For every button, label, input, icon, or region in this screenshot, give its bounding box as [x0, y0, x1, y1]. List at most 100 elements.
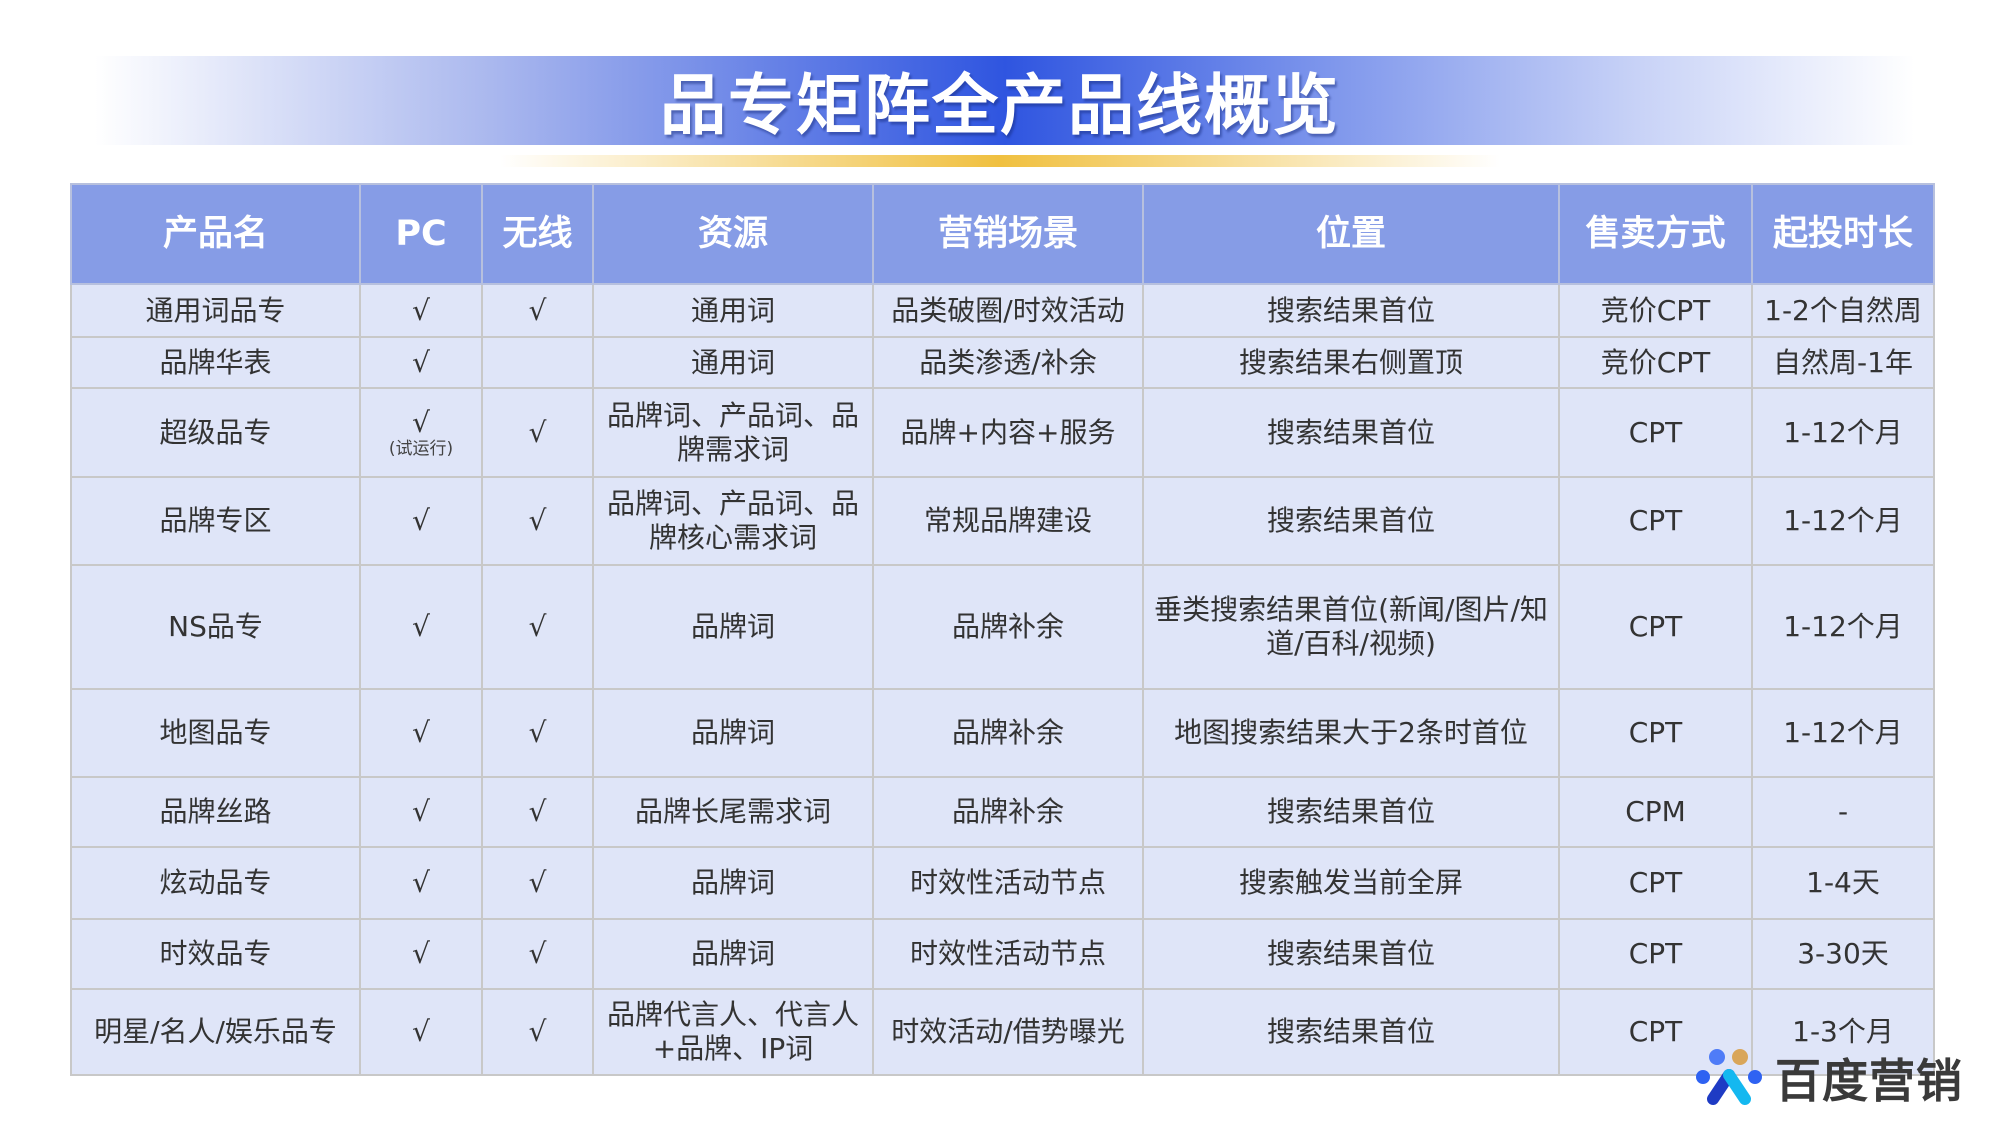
mobile-cell: √: [481, 918, 594, 990]
scene-cell: 时效性活动节点: [872, 846, 1144, 920]
resource-text: 品牌词: [690, 716, 775, 750]
position-cell: 搜索结果首位: [1142, 776, 1560, 848]
mobile-text: √: [528, 415, 547, 449]
product-name-cell: 品牌丝路: [70, 776, 361, 848]
duration-text: 1-12个月: [1783, 504, 1903, 538]
resource-text: 通用词: [690, 345, 775, 379]
column-header: 售卖方式: [1558, 183, 1753, 285]
column-header: 起投时长: [1751, 183, 1935, 285]
mobile-cell: √: [481, 688, 594, 778]
pc-note: (试运行): [388, 439, 454, 460]
position-cell: 搜索触发当前全屏: [1142, 846, 1560, 920]
product-name-cell: 超级品专: [70, 387, 361, 478]
resource-cell: 品牌词: [592, 564, 874, 690]
position-cell: 搜索结果首位: [1142, 476, 1560, 566]
duration-cell: 1-12个月: [1751, 387, 1935, 478]
scene-cell: 常规品牌建设: [872, 476, 1144, 566]
table-row: 时效品专 √ √ 品牌词 时效性活动节点 搜索结果首位 CPT 3-30天: [70, 918, 1935, 990]
product-name-text: 品牌华表: [159, 345, 272, 379]
pc-cell: √: [359, 688, 483, 778]
mobile-text: √: [528, 610, 547, 644]
logo-text: 百度营销: [1775, 1054, 1963, 1108]
mobile-cell: √: [481, 988, 594, 1076]
resource-text: 品牌长尾需求词: [634, 795, 831, 829]
table-row: NS品专 √ √ 品牌词 品牌补余 垂类搜索结果首位(新闻/图片/知道/百科/视频) CPT…: [70, 564, 1935, 690]
product-name-text: NS品专: [168, 610, 263, 644]
product-name-text: 通用词品专: [145, 293, 286, 327]
position-cell: 搜索结果首位: [1142, 283, 1560, 338]
product-name-text: 品牌专区: [159, 504, 272, 538]
scene-text: 品类渗透/补余: [919, 345, 1097, 379]
mobile-text: √: [528, 716, 547, 750]
mobile-cell: √: [481, 846, 594, 920]
resource-cell: 品牌词: [592, 918, 874, 990]
duration-cell: 1-12个月: [1751, 476, 1935, 566]
duration-cell: 1-12个月: [1751, 564, 1935, 690]
sale-method-text: 竞价CPT: [1600, 345, 1711, 379]
duration-cell: 1-2个自然周: [1751, 283, 1935, 338]
resource-cell: 品牌长尾需求词: [592, 776, 874, 848]
mobile-text: √: [528, 293, 547, 327]
scene-cell: 品牌补余: [872, 776, 1144, 848]
scene-text: 品牌+内容+服务: [900, 415, 1116, 449]
resource-cell: 品牌代言人、代言人+品牌、IP词: [592, 988, 874, 1076]
pc-text: √: [412, 795, 430, 829]
divider: [500, 155, 1500, 167]
pc-cell: √: [359, 476, 483, 566]
duration-cell: 自然周-1年: [1751, 336, 1935, 389]
duration-cell: 1-12个月: [1751, 688, 1935, 778]
pc-text: √: [412, 716, 430, 750]
resource-cell: 品牌词: [592, 846, 874, 920]
duration-text: 1-12个月: [1783, 716, 1903, 750]
sale-method-cell: CPT: [1558, 688, 1753, 778]
duration-text: 1-4天: [1806, 866, 1880, 900]
product-name-cell: 炫动品专: [70, 846, 361, 920]
position-text: 搜索结果首位: [1266, 1015, 1435, 1049]
pc-cell: √: [359, 283, 483, 338]
sale-method-text: CPT: [1628, 610, 1683, 644]
product-name-cell: 品牌华表: [70, 336, 361, 389]
duration-text: 1-3个月: [1792, 1015, 1894, 1049]
table-row: 品牌专区 √ √ 品牌词、产品词、品牌核心需求词 常规品牌建设 搜索结果首位 CPT 1-12…: [70, 476, 1935, 566]
product-table: 产品名 PC 无线 资源 营销场景 位置 售卖方式 起投时长 通用词品专 √ √ 通用词 品类破圈/时…: [70, 183, 1935, 1076]
position-cell: 搜索结果首位: [1142, 988, 1560, 1076]
scene-text: 常规品牌建设: [923, 504, 1092, 538]
position-text: 搜索触发当前全屏: [1238, 866, 1463, 900]
mobile-cell: √: [481, 776, 594, 848]
sale-method-text: CPT: [1628, 716, 1683, 750]
table-row: 地图品专 √ √ 品牌词 品牌补余 地图搜索结果大于2条时首位 CPT 1-12个月: [70, 688, 1935, 778]
pc-cell: √: [359, 846, 483, 920]
product-name-text: 超级品专: [159, 415, 272, 449]
pc-text: √: [412, 866, 430, 900]
product-name-cell: NS品专: [70, 564, 361, 690]
table-row: 通用词品专 √ √ 通用词 品类破圈/时效活动 搜索结果首位 竞价CPT 1-2个自然周: [70, 283, 1935, 338]
scene-text: 品牌补余: [951, 610, 1064, 644]
product-name-cell: 品牌专区: [70, 476, 361, 566]
duration-cell: -: [1751, 776, 1935, 848]
pc-cell: √: [359, 564, 483, 690]
product-name-text: 明星/名人/娱乐品专: [94, 1015, 337, 1049]
duration-cell: 3-30天: [1751, 918, 1935, 990]
mobile-text: √: [528, 866, 547, 900]
sale-method-text: CPM: [1625, 795, 1686, 829]
column-header: PC: [359, 183, 483, 285]
product-name-cell: 地图品专: [70, 688, 361, 778]
scene-cell: 品牌+内容+服务: [872, 387, 1144, 478]
baidu-marketing-logo: 百度营销: [1695, 1045, 1963, 1111]
duration-text: -: [1837, 795, 1849, 829]
pc-text: √: [412, 1015, 430, 1049]
scene-text: 时效性活动节点: [909, 937, 1106, 971]
pc-text: √: [412, 610, 430, 644]
scene-cell: 品类渗透/补余: [872, 336, 1144, 389]
sale-method-cell: CPT: [1558, 918, 1753, 990]
mobile-text: √: [528, 504, 547, 538]
sale-method-text: CPT: [1628, 504, 1683, 538]
resource-text: 品牌词: [690, 866, 775, 900]
resource-cell: 通用词: [592, 283, 874, 338]
scene-cell: 时效性活动节点: [872, 918, 1144, 990]
table-row: 品牌丝路 √ √ 品牌长尾需求词 品牌补余 搜索结果首位 CPM -: [70, 776, 1935, 848]
product-name-text: 地图品专: [159, 716, 272, 750]
position-cell: 地图搜索结果大于2条时首位: [1142, 688, 1560, 778]
scene-cell: 时效活动/借势曝光: [872, 988, 1144, 1076]
position-cell: 搜索结果右侧置顶: [1142, 336, 1560, 389]
